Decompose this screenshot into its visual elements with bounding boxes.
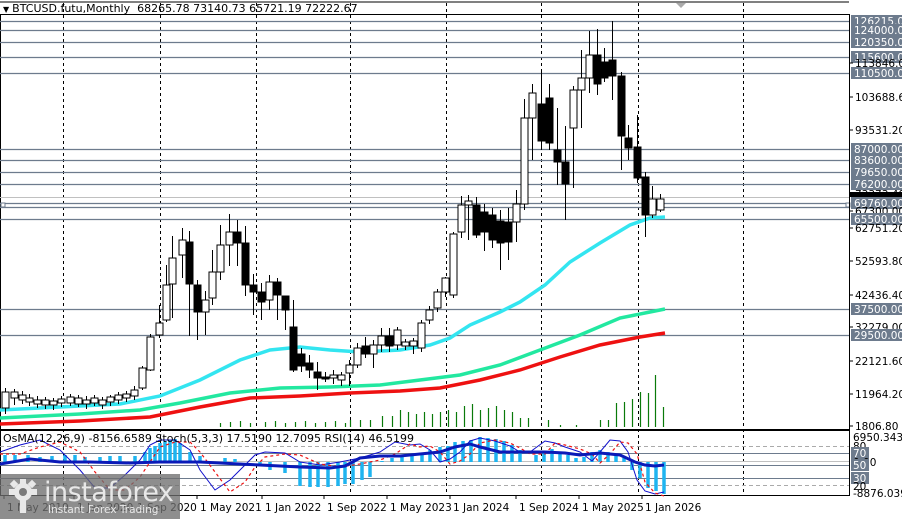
- svg-text:76200.00: 76200.00: [854, 179, 902, 191]
- svg-text:65500.00: 65500.00: [854, 214, 902, 226]
- svg-text:124000.00: 124000.00: [854, 25, 902, 37]
- svg-text:22121.60: 22121.60: [855, 356, 902, 368]
- svg-text:50: 50: [853, 460, 866, 472]
- svg-text:42436.40: 42436.40: [855, 290, 902, 302]
- svg-text:110500.00: 110500.00: [854, 68, 902, 80]
- svg-text:1806.80: 1806.80: [855, 421, 898, 433]
- svg-text:6950.3431: 6950.3431: [853, 432, 902, 444]
- svg-text:11964.20: 11964.20: [855, 389, 902, 401]
- svg-text:1 May 2023: 1 May 2023: [390, 502, 452, 514]
- svg-text:1 Jan 2022: 1 Jan 2022: [265, 502, 321, 514]
- dropdown-arrow-icon[interactable]: ▼: [3, 5, 10, 14]
- svg-text:120350.00: 120350.00: [854, 37, 902, 49]
- svg-text:1 Sep 2024: 1 Sep 2024: [519, 502, 579, 514]
- svg-text:-8876.0399: -8876.0399: [853, 488, 902, 500]
- logo-brand: instaforex: [44, 477, 174, 508]
- svg-text:30: 30: [853, 473, 866, 485]
- svg-text:103688.60: 103688.60: [855, 92, 902, 104]
- svg-text:1 May 2025: 1 May 2025: [582, 502, 644, 514]
- svg-text:1 Jan 2024: 1 Jan 2024: [453, 502, 510, 514]
- svg-text:62751.20: 62751.20: [855, 223, 902, 235]
- symbol-label: BTCUSD.futu,Monthly: [12, 2, 131, 15]
- svg-text:79650.00: 79650.00: [854, 167, 902, 179]
- svg-text:1 May 2021: 1 May 2021: [200, 502, 262, 514]
- svg-text:52593.80: 52593.80: [855, 256, 902, 268]
- indicator-title: OsMA(12,26,9) -8156.6589 Stoch(5,3,3) 17…: [3, 432, 414, 445]
- logo-tagline: Instant Forex Trading: [48, 504, 159, 516]
- svg-text:69760.00: 69760.00: [854, 198, 902, 210]
- svg-text:93531.20: 93531.20: [855, 125, 902, 137]
- svg-text:37500.00: 37500.00: [854, 304, 902, 316]
- svg-text:83600.00: 83600.00: [854, 155, 902, 167]
- chart-title: ▼ BTCUSD.futu,Monthly 68265.78 73140.73 6…: [3, 2, 358, 15]
- svg-text:1 Sep 2022: 1 Sep 2022: [327, 502, 387, 514]
- svg-text:115600.00: 115600.00: [854, 52, 902, 64]
- svg-text:87000.00: 87000.00: [854, 144, 902, 156]
- ohlc-values: 68265.78 73140.73 65721.19 72222.67: [137, 2, 358, 15]
- svg-text:29500.00: 29500.00: [854, 330, 902, 342]
- svg-text:1 Jan 2026: 1 Jan 2026: [645, 502, 702, 514]
- gear-logo-icon: [9, 479, 37, 513]
- svg-text:70: 70: [853, 448, 866, 460]
- svg-text:20: 20: [853, 481, 866, 493]
